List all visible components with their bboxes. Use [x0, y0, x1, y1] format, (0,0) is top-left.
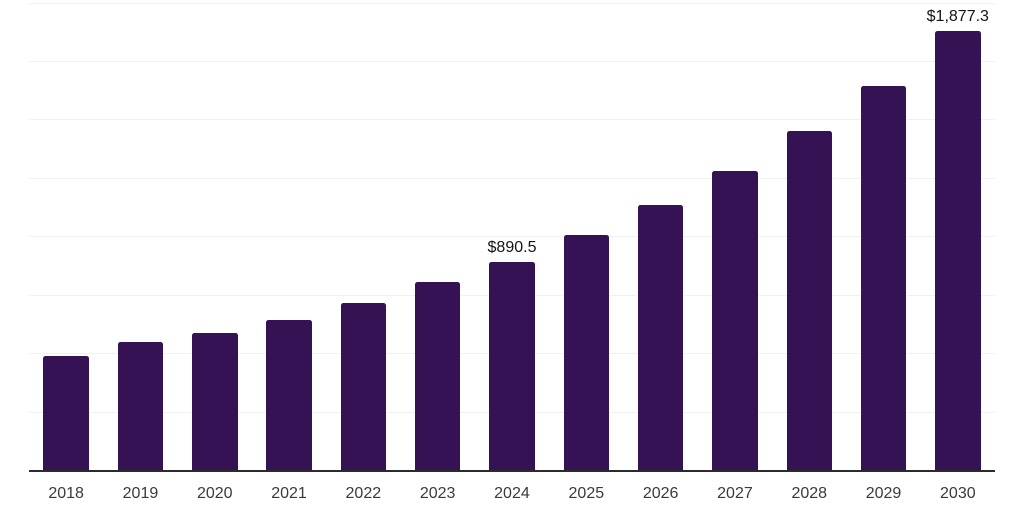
bar-2027[interactable]: [712, 171, 758, 470]
bar-2018[interactable]: [43, 355, 89, 470]
bar-2024[interactable]: [489, 261, 535, 470]
x-tick-label-2023: 2023: [419, 485, 456, 502]
x-tick-label-2027: 2027: [717, 485, 753, 502]
gridline-2000: [29, 2, 995, 4]
bar-2022[interactable]: [340, 303, 387, 470]
bar-2029[interactable]: [860, 85, 907, 470]
x-tick-label-2024: 2024: [494, 485, 530, 502]
bar-2028[interactable]: [786, 131, 832, 470]
gridline-1500: [29, 119, 995, 121]
bar-2020[interactable]: [192, 333, 238, 470]
bar-2021[interactable]: [266, 319, 312, 470]
data-label-2030: $1,877.3: [926, 8, 989, 26]
bar-2030[interactable]: [935, 31, 981, 470]
bar-2019[interactable]: [117, 342, 164, 470]
x-tick-label-2028: 2028: [791, 485, 828, 502]
bar-2023[interactable]: [414, 281, 461, 470]
bar-2026[interactable]: [637, 205, 684, 470]
gridline-1000: [29, 236, 995, 238]
plot-area: $890.5 $1,877.3 2018 2019 2020 2021 2022 2023 2…: [29, 0, 995, 512]
bar-2025[interactable]: [563, 235, 610, 470]
x-tick-label-2018: 2018: [48, 485, 84, 502]
x-tick-label-2030: 2030: [940, 485, 976, 502]
x-tick-label-2029: 2029: [865, 485, 902, 502]
data-label-2024: $890.5: [487, 238, 537, 256]
x-tick-label-2025: 2025: [568, 485, 605, 502]
gridline-1250: [29, 177, 995, 179]
x-tick-label-2022: 2022: [345, 485, 382, 502]
x-tick-label-2026: 2026: [642, 485, 679, 502]
x-axis-line: [29, 470, 995, 472]
x-tick-label-2021: 2021: [271, 485, 307, 502]
gridline-1750: [29, 60, 995, 62]
x-tick-label-2019: 2019: [122, 485, 159, 502]
x-tick-label-2020: 2020: [196, 485, 233, 502]
